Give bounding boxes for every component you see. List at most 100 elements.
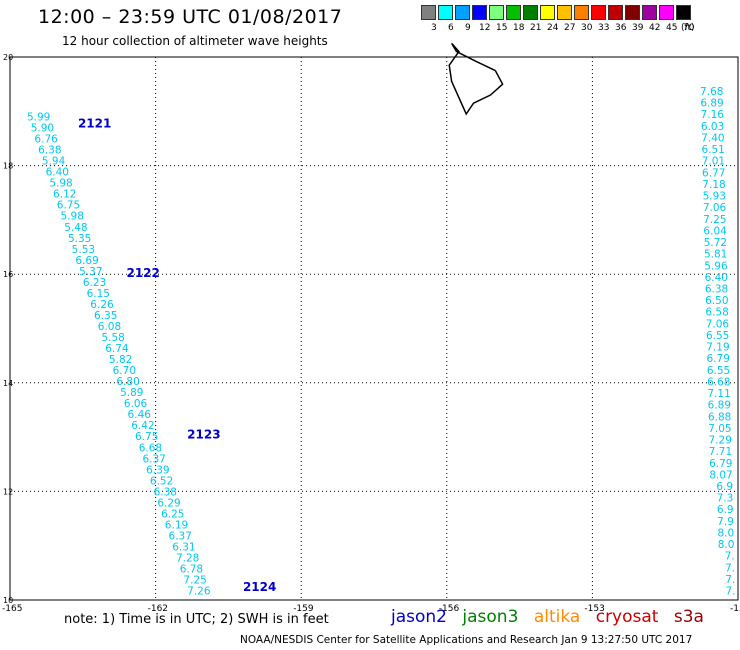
wave-height-label: 6.04 <box>703 225 727 237</box>
wave-height-label: 6.38 <box>705 284 728 296</box>
wave-height-label: 7.26 <box>187 586 211 598</box>
wave-height-label: 8.0 <box>717 527 734 539</box>
wave-height-label: 6.78 <box>180 564 203 576</box>
wave-height-label: 6.51 <box>701 144 724 156</box>
wave-height-label: 6.03 <box>701 121 724 133</box>
wave-height-label: 6.50 <box>705 295 728 307</box>
wave-height-label: 5.98 <box>49 178 72 190</box>
wave-height-label: 6.79 <box>707 353 730 365</box>
wave-height-label: 6.40 <box>46 167 69 179</box>
wave-height-label: 5.89 <box>120 387 143 399</box>
wave-height-label: 6.68 <box>707 376 730 388</box>
color-scale-label: 39 <box>632 23 644 33</box>
color-scale-label: 18 <box>513 23 525 33</box>
x-tick-label: -162 <box>148 604 168 614</box>
wave-height-label: 5.93 <box>703 191 726 203</box>
wave-height-label: 6.37 <box>142 453 165 465</box>
wave-height-label: 6.89 <box>700 98 723 110</box>
wave-height-label: 6.38 <box>154 486 177 498</box>
wave-height-label: 5.98 <box>61 211 84 223</box>
color-scale-legend: 3 6 9 12 15 18 21 24 27 30 33 36 39 42 45 70 (ft) <box>421 5 739 37</box>
color-scale-label: 30 <box>581 23 593 33</box>
wave-height-label: 6.89 <box>708 400 731 412</box>
color-scale-label: 36 <box>615 23 627 33</box>
y-tick-label: 16 <box>3 270 13 279</box>
wave-height-label: 6.55 <box>706 330 729 342</box>
wave-height-label: 5.99 <box>27 112 50 124</box>
color-scale-swatch <box>489 5 504 20</box>
wave-height-label: 6.40 <box>705 272 728 284</box>
wave-height-label: 5.53 <box>72 244 95 256</box>
wave-height-label: 7.16 <box>701 109 725 121</box>
wave-height-label: 8.0 <box>718 539 735 551</box>
wave-height-label: 7.01 <box>702 156 725 168</box>
wave-height-label: 6.06 <box>124 398 148 410</box>
wave-height-label: 7.19 <box>706 342 729 354</box>
color-scale-swatch <box>642 5 657 20</box>
color-scale-swatch <box>676 5 691 20</box>
wave-height-label: 6.75 <box>135 431 158 443</box>
wave-height-label: 6.52 <box>150 475 173 487</box>
wave-height-label: 6.19 <box>165 519 188 531</box>
satellite-legend: jason2 jason3 altika cryosat s3a <box>391 607 714 627</box>
credit-line: NOAA/NESDIS Center for Satellite Applica… <box>240 634 693 646</box>
wave-height-label: 5.72 <box>704 237 727 249</box>
pass-number-label: 2123 <box>187 428 220 442</box>
wave-height-label: 6.9 <box>716 481 733 493</box>
wave-height-label: 7.06 <box>703 202 727 214</box>
wave-height-label: 7.18 <box>702 179 725 191</box>
color-scale-unit: (ft) <box>681 23 695 33</box>
wave-height-label: 6.39 <box>146 464 169 476</box>
color-scale-label: 24 <box>547 23 559 33</box>
wave-height-label: 7.68 <box>700 86 723 98</box>
wave-height-label: 6.76 <box>34 134 58 146</box>
wave-height-label: 7.28 <box>176 552 199 564</box>
wave-height-label: 7.29 <box>709 435 732 447</box>
wave-height-label: 6.25 <box>161 508 184 520</box>
color-scale-swatch <box>472 5 487 20</box>
wave-height-label: 6.58 <box>705 307 728 319</box>
wave-height-label: 6.12 <box>53 189 76 201</box>
wave-height-label: 5.48 <box>64 222 87 234</box>
wave-height-label: 6.29 <box>157 497 180 509</box>
color-scale-label: 42 <box>649 23 661 33</box>
color-scale-label: 15 <box>496 23 508 33</box>
wave-height-label: 7.25 <box>183 575 206 587</box>
wave-height-label: 6.46 <box>128 409 152 421</box>
pass-number-label: 2122 <box>126 266 159 280</box>
wave-height-label: 6.38 <box>38 145 61 157</box>
color-scale-swatch <box>625 5 640 20</box>
color-scale-swatch <box>506 5 521 20</box>
wave-height-label: 6.42 <box>131 420 154 432</box>
wave-height-label: 6.77 <box>702 167 725 179</box>
wave-height-label: 5.35 <box>68 233 91 245</box>
wave-height-label: 6.74 <box>105 343 129 355</box>
wave-height-label: 7.71 <box>709 446 732 458</box>
color-scale-label: 70 <box>683 23 695 33</box>
wave-height-label: 6.15 <box>87 288 110 300</box>
y-tick-label: 12 <box>3 487 13 496</box>
plot-frame <box>9 56 739 601</box>
wave-height-label: 6.69 <box>75 255 98 267</box>
satellite-jason2: jason2 <box>391 607 447 627</box>
x-tick-label: -153 <box>584 604 604 614</box>
color-scale-swatch <box>523 5 538 20</box>
wave-height-label: 6.35 <box>94 310 117 322</box>
color-scale-label: 27 <box>564 23 576 33</box>
wave-height-label: 6.75 <box>57 200 80 212</box>
wave-height-label: 6.08 <box>98 321 121 333</box>
y-tick-label: 20 <box>3 53 13 62</box>
x-tick-label: -150 <box>730 604 740 614</box>
wave-height-label: 6.80 <box>116 376 139 388</box>
wave-height-label: 6.79 <box>709 458 732 470</box>
chart-subtitle: 12 hour collection of altimeter wave hei… <box>62 34 328 48</box>
wave-height-label: 6.23 <box>83 277 106 289</box>
satellite-jason3: jason3 <box>462 607 519 627</box>
color-scale-label: 33 <box>598 23 610 33</box>
wave-height-label: 6.88 <box>708 411 731 423</box>
color-scale-swatch <box>455 5 470 20</box>
color-scale-label: 45 <box>666 23 678 33</box>
color-scale-swatch <box>574 5 589 20</box>
y-tick-label: 14 <box>3 379 13 388</box>
y-tick-label: 10 <box>3 596 13 605</box>
